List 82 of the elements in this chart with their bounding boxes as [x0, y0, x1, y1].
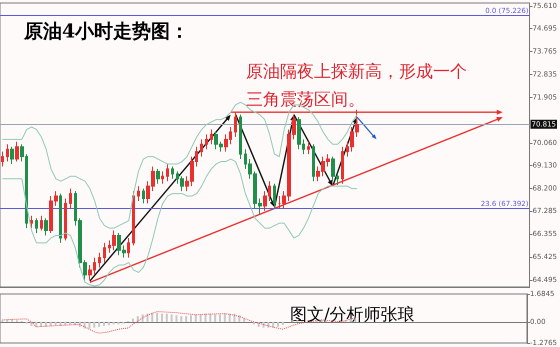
candlestick [156, 168, 160, 184]
bar [132, 318, 134, 322]
candlestick [239, 114, 242, 160]
bar [108, 322, 110, 326]
candlestick [64, 198, 67, 241]
candlestick [44, 218, 48, 236]
candlestick [69, 188, 72, 209]
candlestick [171, 166, 174, 180]
bar [50, 322, 52, 326]
candlestick [161, 170, 164, 184]
candlestick [312, 144, 315, 182]
bar [11, 319, 14, 322]
annotation: 原油隔夜上探新高，形成一个三角震荡区间。 [246, 62, 467, 110]
bar [200, 314, 202, 322]
candlestick [15, 141, 19, 162]
bar [180, 316, 182, 322]
bar [204, 314, 206, 322]
candlestick [35, 218, 38, 234]
candlestick [59, 193, 62, 244]
bar [112, 322, 115, 324]
candlestick [127, 237, 130, 258]
bar [258, 322, 260, 327]
candlestick [273, 183, 276, 209]
bar [102, 322, 105, 326]
candlestick [10, 146, 14, 164]
bar [252, 322, 255, 324]
candlestick [1, 151, 4, 167]
candlestick [166, 163, 169, 182]
bar [160, 314, 163, 322]
candlestick [40, 215, 43, 232]
bar [78, 322, 81, 327]
bar [190, 315, 192, 322]
bar [98, 322, 100, 327]
bar [354, 318, 356, 322]
candlestick [297, 116, 301, 150]
candlestick [210, 128, 213, 145]
bar [243, 318, 246, 322]
bar [209, 314, 212, 322]
bar [228, 314, 231, 322]
bar [146, 314, 148, 322]
candlestick [30, 215, 33, 229]
bar [40, 322, 42, 327]
annotation: 图文/分析师张琅 [290, 305, 415, 325]
bar [233, 314, 236, 322]
candlestick [341, 146, 344, 184]
bar [54, 322, 57, 326]
text: 原油4小时走势图： [23, 20, 190, 42]
candlestick [180, 176, 184, 192]
bar [170, 314, 173, 322]
bar [35, 322, 38, 327]
bar [218, 314, 221, 322]
bar [166, 314, 168, 322]
candlestick [331, 156, 335, 182]
bar [156, 312, 158, 322]
candlestick [234, 112, 237, 138]
candlestick [103, 242, 106, 264]
candlestick [98, 252, 101, 268]
bar [117, 322, 120, 324]
bar [214, 314, 216, 322]
bar [151, 312, 154, 322]
bar [276, 322, 279, 327]
candlestick [137, 186, 140, 202]
bar [93, 322, 96, 328]
bar [142, 314, 144, 322]
candlestick [132, 190, 135, 246]
candlestick [112, 230, 116, 251]
bar [6, 319, 8, 322]
bar [69, 322, 72, 324]
candlestick [142, 188, 145, 204]
candlestick [6, 144, 9, 162]
bar [224, 314, 226, 322]
bar [185, 316, 188, 322]
bar [88, 322, 90, 328]
bar [194, 314, 197, 322]
candlestick [200, 138, 203, 158]
bar [44, 322, 47, 327]
candlestick [205, 134, 208, 150]
bar [282, 322, 284, 326]
line-series [2, 158, 358, 287]
bar [175, 315, 178, 322]
candlestick [307, 141, 310, 155]
bar [350, 319, 352, 322]
